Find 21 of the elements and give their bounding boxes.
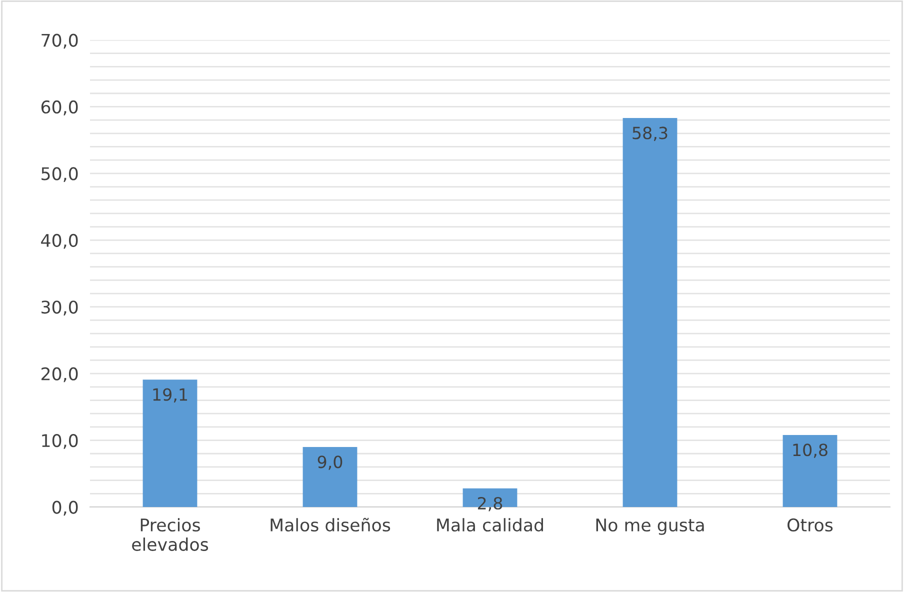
bar — [302, 446, 358, 507]
y-tick-label: 50,0 — [42, 167, 78, 182]
x-tick-label: Precios elevados — [132, 518, 208, 551]
bar — [142, 380, 198, 507]
x-tick-label: No me gusta — [596, 518, 704, 535]
x-tick-label: Mala calidad — [437, 518, 543, 532]
bar — [782, 434, 838, 507]
y-tick-label: 40,0 — [41, 234, 78, 249]
y-tick-label: 60,0 — [41, 100, 78, 116]
x-tick-label: Otros — [788, 518, 833, 532]
y-tick-label: 70,0 — [42, 34, 78, 49]
data-label: 19,1 — [153, 388, 188, 403]
x-tick-label: Malos diseños — [270, 518, 390, 532]
data-label: 10,8 — [793, 444, 828, 458]
y-tick-label: 0,0 — [52, 500, 78, 516]
y-tick-label: 20,0 — [42, 367, 78, 382]
data-label: 58,3 — [632, 126, 668, 141]
y-tick-label: 10,0 — [42, 434, 78, 449]
data-label: 9,0 — [318, 456, 342, 470]
bar — [622, 118, 678, 507]
y-tick-label: 30,0 — [42, 300, 78, 316]
